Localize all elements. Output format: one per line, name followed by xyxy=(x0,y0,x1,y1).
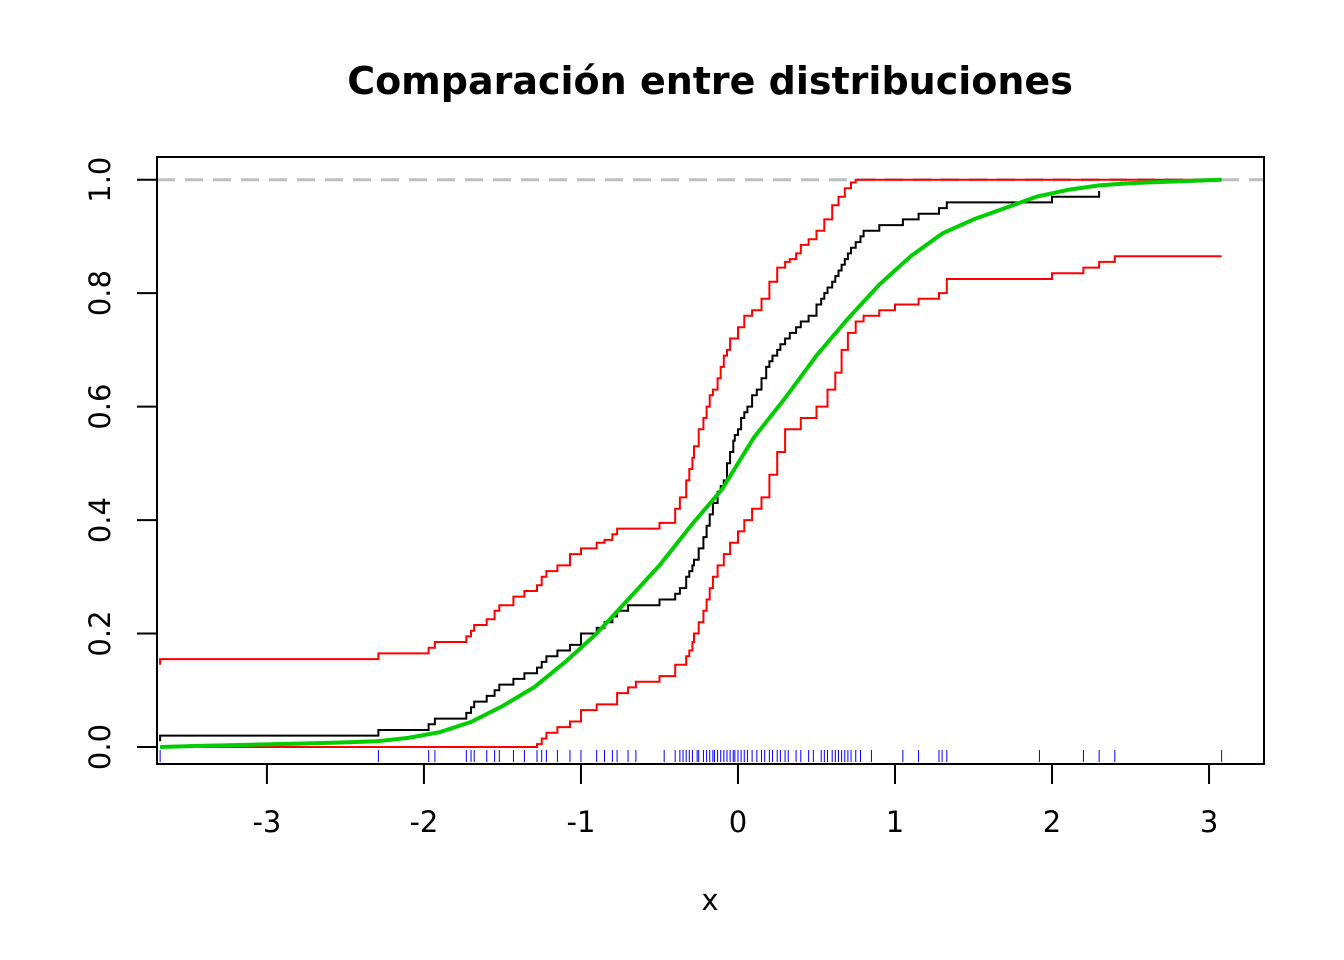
plot-area xyxy=(157,177,1264,762)
y-tick-label: 0.2 xyxy=(83,610,117,656)
x-tick-label: -1 xyxy=(566,805,595,839)
x-axis: -3 -2 -1 0 1 2 3 xyxy=(252,763,1218,839)
x-tick-label: 1 xyxy=(886,805,904,839)
series-lower-band xyxy=(160,255,1222,748)
rug xyxy=(159,750,1223,762)
y-tick-label: 0.6 xyxy=(83,384,117,430)
x-axis-label: x xyxy=(701,883,718,917)
x-tick-label: 0 xyxy=(729,805,747,839)
x-tick-label: -3 xyxy=(252,805,281,839)
x-tick-label: 3 xyxy=(1200,805,1218,839)
chart-title: Comparación entre distribuciones xyxy=(347,59,1073,103)
y-axis: 0.0 0.2 0.4 0.6 0.8 1.0 xyxy=(83,157,158,770)
x-tick-label: 2 xyxy=(1043,805,1061,839)
x-tick-label: -2 xyxy=(409,805,438,839)
y-tick-label: 1.0 xyxy=(83,157,117,203)
series-ecdf xyxy=(159,191,1101,742)
plot-frame xyxy=(156,156,1265,765)
y-tick-label: 0.4 xyxy=(83,497,117,543)
y-tick-label: 0.8 xyxy=(83,270,117,316)
series-theoretical-cdf xyxy=(160,177,1222,749)
y-tick-label: 0.0 xyxy=(83,724,117,770)
series-upper-band xyxy=(159,178,1222,665)
